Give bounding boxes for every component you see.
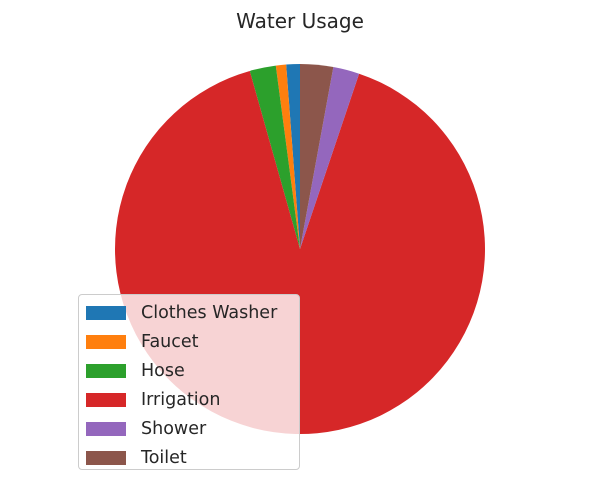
pie-slice-faucet xyxy=(275,64,300,249)
legend-swatch xyxy=(86,363,126,378)
legend-label: Irrigation xyxy=(141,389,221,410)
legend-item-hose: Hose xyxy=(79,356,299,385)
legend-swatch xyxy=(86,334,126,349)
legend-item-irrigation: Irrigation xyxy=(79,385,299,414)
legend-item-clothes-washer: Clothes Washer xyxy=(79,298,299,327)
legend-item-shower: Shower xyxy=(79,414,299,443)
pie-slice-clothes-washer xyxy=(286,64,300,249)
legend-item-toilet: Toilet xyxy=(79,443,299,472)
pie-slice-hose xyxy=(249,65,300,249)
legend-label: Faucet xyxy=(141,331,199,352)
legend-label: Hose xyxy=(141,360,185,381)
legend-label: Toilet xyxy=(141,447,187,468)
legend-label: Clothes Washer xyxy=(141,302,278,323)
pie-slice-shower xyxy=(300,67,360,250)
legend: Clothes Washer Faucet Hose Irrigation Shower… xyxy=(78,294,300,470)
chart-title: Water Usage xyxy=(236,9,364,33)
legend-item-faucet: Faucet xyxy=(79,327,299,356)
legend-label: Shower xyxy=(141,418,207,439)
legend-swatch xyxy=(86,450,126,465)
pie-slice-toilet xyxy=(300,64,334,249)
legend-swatch xyxy=(86,421,126,436)
legend-swatch xyxy=(86,305,126,320)
legend-swatch xyxy=(86,392,126,407)
